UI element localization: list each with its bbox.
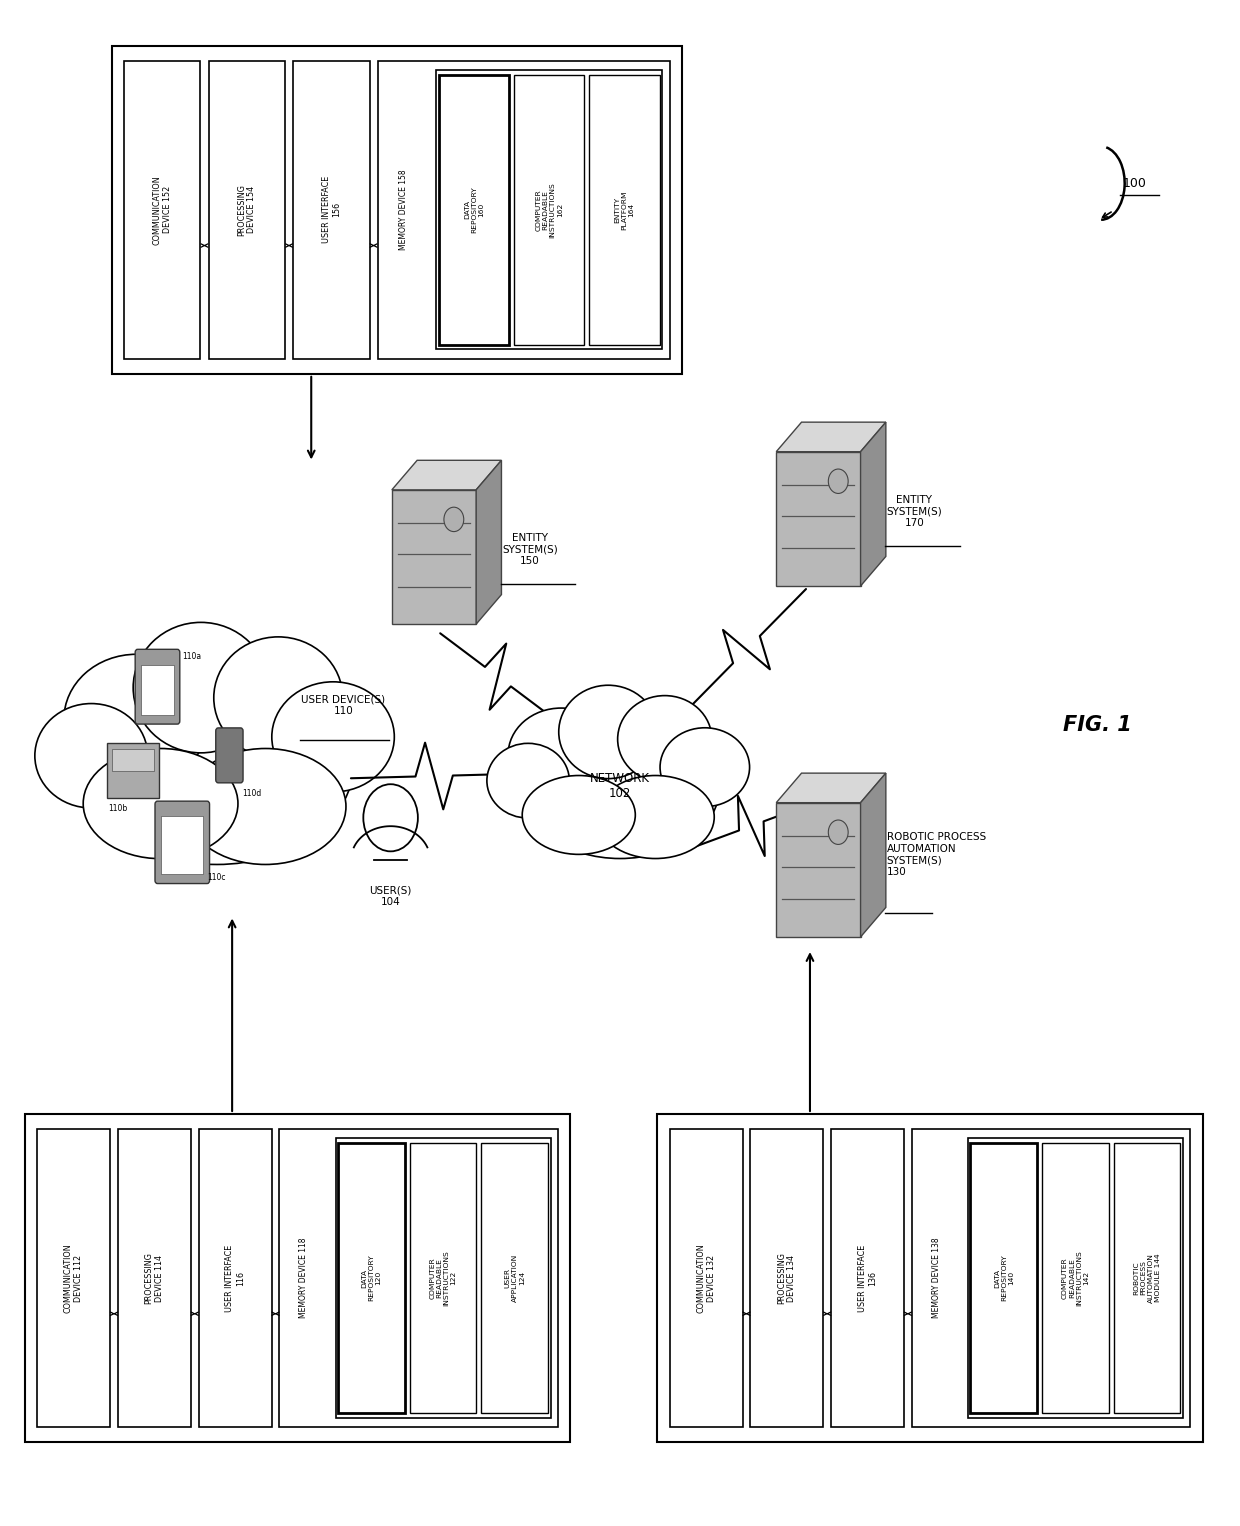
Ellipse shape [618, 696, 712, 783]
FancyBboxPatch shape [392, 490, 476, 624]
Text: FIG. 1: FIG. 1 [1063, 714, 1132, 736]
FancyBboxPatch shape [971, 1143, 1037, 1413]
FancyBboxPatch shape [436, 70, 662, 349]
Text: 110c: 110c [207, 873, 226, 882]
FancyBboxPatch shape [279, 1129, 558, 1427]
Text: 110b: 110b [108, 804, 128, 813]
Ellipse shape [522, 775, 635, 855]
FancyBboxPatch shape [161, 816, 203, 874]
FancyBboxPatch shape [208, 61, 285, 359]
FancyBboxPatch shape [124, 61, 201, 359]
Text: 110a: 110a [182, 652, 201, 661]
Text: COMPUTER
READABLE
INSTRUCTIONS
122: COMPUTER READABLE INSTRUCTIONS 122 [429, 1250, 456, 1306]
Text: USER(S)
104: USER(S) 104 [370, 885, 412, 906]
Ellipse shape [660, 728, 749, 807]
FancyBboxPatch shape [968, 1138, 1183, 1418]
FancyBboxPatch shape [107, 743, 159, 798]
FancyBboxPatch shape [670, 1129, 743, 1427]
Text: PROCESSING
DEVICE 154: PROCESSING DEVICE 154 [237, 185, 257, 235]
Ellipse shape [133, 623, 269, 752]
Ellipse shape [35, 703, 148, 807]
FancyBboxPatch shape [515, 75, 584, 345]
FancyBboxPatch shape [155, 801, 210, 884]
FancyBboxPatch shape [141, 665, 174, 714]
Circle shape [444, 507, 464, 531]
Ellipse shape [185, 749, 346, 864]
Circle shape [828, 819, 848, 844]
Text: USER INTERFACE
116: USER INTERFACE 116 [226, 1244, 244, 1312]
Polygon shape [776, 423, 885, 452]
FancyBboxPatch shape [339, 1143, 404, 1413]
FancyBboxPatch shape [439, 75, 510, 345]
FancyBboxPatch shape [112, 749, 154, 771]
Polygon shape [776, 774, 885, 803]
Ellipse shape [63, 655, 208, 784]
Ellipse shape [213, 636, 342, 758]
Text: USER INTERFACE
156: USER INTERFACE 156 [321, 175, 341, 244]
Ellipse shape [559, 685, 657, 778]
Text: ROBOTIC PROCESS
AUTOMATION
SYSTEM(S)
130: ROBOTIC PROCESS AUTOMATION SYSTEM(S) 130 [887, 832, 986, 877]
Text: COMPUTER
READABLE
INSTRUCTIONS
142: COMPUTER READABLE INSTRUCTIONS 142 [1061, 1250, 1089, 1306]
FancyBboxPatch shape [589, 75, 660, 345]
Ellipse shape [79, 662, 355, 864]
Text: COMMUNICATION
DEVICE 112: COMMUNICATION DEVICE 112 [64, 1244, 83, 1312]
Ellipse shape [508, 708, 614, 801]
Polygon shape [861, 423, 885, 586]
FancyBboxPatch shape [118, 1129, 191, 1427]
Text: ROBOTIC
PROCESS
AUTOMATION
MODULE 144: ROBOTIC PROCESS AUTOMATION MODULE 144 [1133, 1253, 1161, 1303]
Ellipse shape [596, 775, 714, 859]
Ellipse shape [520, 713, 720, 859]
FancyBboxPatch shape [198, 1129, 272, 1427]
Text: DATA
REPOSITORY
160: DATA REPOSITORY 160 [464, 186, 484, 233]
Polygon shape [392, 461, 501, 490]
Text: PROCESSING
DEVICE 114: PROCESSING DEVICE 114 [145, 1253, 164, 1303]
FancyBboxPatch shape [378, 61, 670, 359]
FancyBboxPatch shape [336, 1138, 551, 1418]
Text: MEMORY DEVICE 138: MEMORY DEVICE 138 [931, 1238, 941, 1318]
Text: ENTITY
SYSTEM(S)
150: ENTITY SYSTEM(S) 150 [502, 533, 558, 566]
FancyBboxPatch shape [112, 46, 682, 374]
Text: COMPUTER
READABLE
INSTRUCTIONS
162: COMPUTER READABLE INSTRUCTIONS 162 [536, 182, 563, 238]
FancyBboxPatch shape [1042, 1143, 1109, 1413]
Text: PROCESSING
DEVICE 134: PROCESSING DEVICE 134 [777, 1253, 796, 1303]
Text: COMMUNICATION
DEVICE 132: COMMUNICATION DEVICE 132 [697, 1244, 715, 1312]
FancyBboxPatch shape [657, 1114, 1203, 1442]
Text: DATA
REPOSITORY
120: DATA REPOSITORY 120 [361, 1254, 382, 1302]
FancyBboxPatch shape [750, 1129, 823, 1427]
Circle shape [363, 784, 418, 852]
Text: ENTITY
SYSTEM(S)
170: ENTITY SYSTEM(S) 170 [887, 494, 942, 528]
FancyBboxPatch shape [216, 728, 243, 783]
Ellipse shape [272, 682, 394, 792]
Polygon shape [861, 774, 885, 937]
Ellipse shape [83, 749, 238, 859]
Text: 110d: 110d [242, 789, 262, 798]
FancyBboxPatch shape [911, 1129, 1190, 1427]
Text: USER DEVICE(S)
110: USER DEVICE(S) 110 [301, 694, 386, 716]
FancyBboxPatch shape [135, 650, 180, 725]
Text: USER
APPLICATION
124: USER APPLICATION 124 [505, 1254, 525, 1302]
FancyBboxPatch shape [25, 1114, 570, 1442]
FancyBboxPatch shape [293, 61, 370, 359]
Text: ENTITY
PLATFORM
164: ENTITY PLATFORM 164 [615, 191, 635, 229]
FancyBboxPatch shape [776, 803, 861, 937]
Ellipse shape [487, 743, 569, 818]
FancyBboxPatch shape [481, 1143, 548, 1413]
Text: NETWORK
102: NETWORK 102 [590, 772, 650, 800]
Circle shape [828, 468, 848, 493]
Text: 100: 100 [1122, 177, 1146, 189]
Text: COMMUNICATION
DEVICE 152: COMMUNICATION DEVICE 152 [153, 175, 172, 244]
FancyBboxPatch shape [831, 1129, 904, 1427]
Polygon shape [476, 461, 501, 624]
Text: USER INTERFACE
136: USER INTERFACE 136 [858, 1244, 877, 1312]
FancyBboxPatch shape [37, 1129, 110, 1427]
Text: MEMORY DEVICE 118: MEMORY DEVICE 118 [299, 1238, 309, 1318]
FancyBboxPatch shape [1114, 1143, 1180, 1413]
Text: MEMORY DEVICE 158: MEMORY DEVICE 158 [399, 169, 408, 250]
FancyBboxPatch shape [776, 452, 861, 586]
FancyBboxPatch shape [409, 1143, 476, 1413]
Text: DATA
REPOSITORY
140: DATA REPOSITORY 140 [993, 1254, 1014, 1302]
